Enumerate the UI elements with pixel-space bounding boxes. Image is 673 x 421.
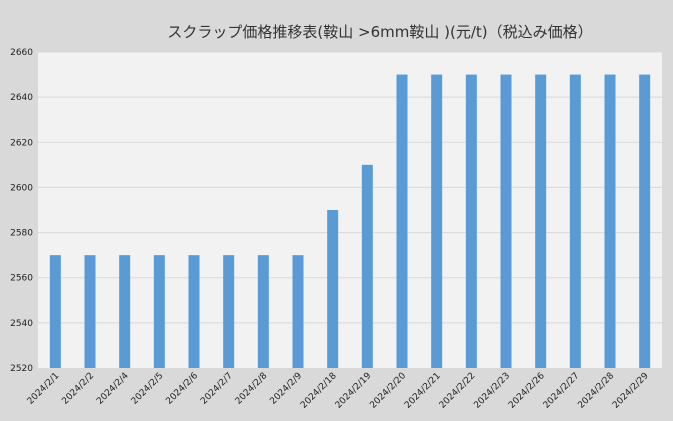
bar xyxy=(604,74,616,369)
y-tick-label: 2540 xyxy=(10,319,33,329)
gridlines xyxy=(38,51,662,324)
y-tick-label: 2640 xyxy=(10,93,33,103)
y-tick-label: 2580 xyxy=(10,229,33,239)
bar xyxy=(465,74,477,369)
bar xyxy=(396,74,408,369)
bar xyxy=(569,74,581,369)
bar xyxy=(84,255,96,368)
bar xyxy=(535,74,547,369)
bar xyxy=(188,255,200,368)
chart-title: スクラップ価格推移表(鞍山 >6mm鞍山 )(元/t)（税込み価格） xyxy=(167,23,592,41)
bar xyxy=(361,164,373,368)
y-tick-label: 2600 xyxy=(10,183,33,193)
bar xyxy=(292,255,304,368)
bar xyxy=(431,74,443,369)
y-tick-label: 2560 xyxy=(10,274,33,284)
bar xyxy=(500,74,512,369)
bar xyxy=(257,255,269,368)
y-tick-label: 2620 xyxy=(10,138,33,148)
bar xyxy=(223,255,235,368)
bar xyxy=(639,74,651,369)
bar xyxy=(327,210,339,368)
plot-area xyxy=(38,52,662,368)
y-tick-label: 2520 xyxy=(10,364,33,374)
bar xyxy=(49,255,61,368)
plot-background xyxy=(38,52,662,368)
y-axis-ticks: 2520 2540 2560 2580 2600 2620 2640 2660 xyxy=(10,48,33,374)
bar-series xyxy=(49,74,651,369)
bar xyxy=(119,255,131,368)
y-tick-label: 2660 xyxy=(10,48,33,58)
bar xyxy=(153,255,165,368)
